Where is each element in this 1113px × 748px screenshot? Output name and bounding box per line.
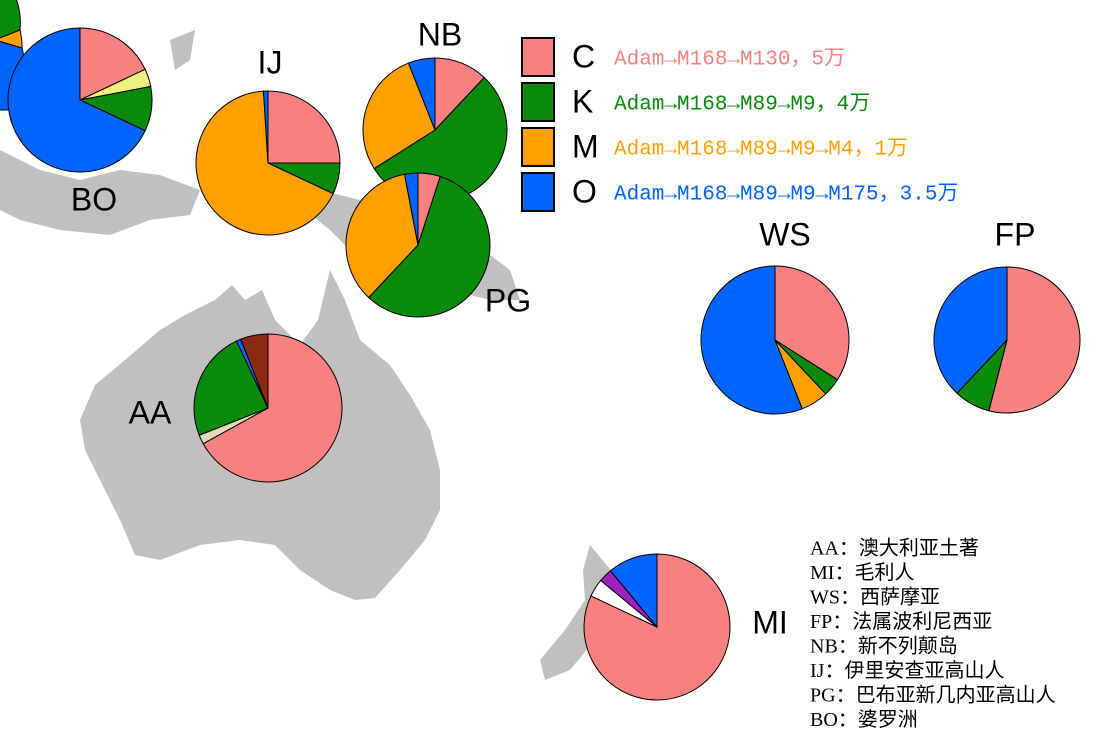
pie-label: MI (752, 604, 788, 640)
pie-label: AA (129, 394, 172, 430)
legend-swatch (521, 37, 555, 77)
pie-label: WS (759, 216, 811, 252)
pie: NB (362, 16, 508, 203)
legend-swatch (521, 127, 555, 167)
key-entry: FP：法属波利尼西亚 (810, 610, 992, 633)
pie-slice (609, 553, 658, 629)
pie-slice (7, 27, 146, 173)
pie-slice (700, 265, 803, 415)
pie-slice (368, 175, 491, 318)
pie-label: NB (418, 16, 462, 52)
pie-slice (202, 333, 343, 483)
pie-label: FP (995, 216, 1036, 252)
pie-slice (195, 90, 334, 236)
pie-slice (193, 340, 269, 436)
pie-slice (267, 90, 341, 164)
pie-slice (362, 62, 436, 170)
key-entry: PG：巴布亚新几内亚高山人 (810, 684, 1056, 707)
pie: WS (700, 216, 850, 415)
pie-slice (407, 57, 436, 131)
key-entry: AA：澳大利亚土著 (810, 537, 979, 560)
key-entry: NB：新不列颠岛 (810, 635, 958, 658)
slice (0, 0, 21, 39)
legend-text: Adam→M168→M130，5万 (614, 49, 845, 72)
pie: FP (933, 216, 1081, 414)
legend-label: C (572, 38, 595, 74)
pie-slice (240, 333, 269, 409)
pie: IJ (195, 44, 341, 236)
legend-text: Adam→M168→M89→M9，4万 (614, 94, 870, 117)
pie-slice (988, 266, 1081, 414)
pies: BO IJ NB PG AA WS FP MI (7, 16, 1081, 701)
pie-slice (345, 173, 419, 299)
pie: BO (7, 27, 153, 217)
key-entry: WS：西萨摩亚 (810, 586, 940, 609)
pie-slice (933, 266, 1008, 394)
pie: AA (129, 333, 343, 483)
pie-slice (262, 90, 269, 164)
legend-label: K (572, 83, 593, 119)
sulawesi (170, 30, 195, 70)
key-entry: IJ：伊里安查亚高山人 (810, 659, 1004, 682)
pie-label: IJ (258, 44, 283, 80)
legend-swatch (521, 172, 555, 212)
legend-text: Adam→M168→M89→M9→M175，3.5万 (614, 184, 958, 207)
new-zealand (540, 545, 615, 680)
legend: C Adam→M168→M130，5万 K Adam→M168→M89→M9，4万 M A… (521, 37, 958, 212)
borneo (0, 150, 200, 235)
pie-label: PG (485, 282, 531, 318)
legend-swatch (521, 82, 555, 122)
pie-slice (403, 172, 419, 246)
pie: PG (345, 172, 531, 318)
pie: MI (583, 553, 788, 701)
pie-label: BO (71, 181, 117, 217)
legend-label: M (572, 128, 599, 164)
legend-text: Adam→M168→M89→M9→M4，1万 (614, 139, 908, 162)
key-entry: MI：毛利人 (810, 561, 914, 584)
region-key: AA：澳大利亚土著MI：毛利人WS：西萨摩亚FP：法属波利尼西亚NB：新不列颠岛… (810, 537, 1056, 732)
legend-label: O (572, 173, 597, 209)
pie-slice (79, 27, 146, 101)
key-entry: BO：婆罗洲 (810, 708, 918, 731)
